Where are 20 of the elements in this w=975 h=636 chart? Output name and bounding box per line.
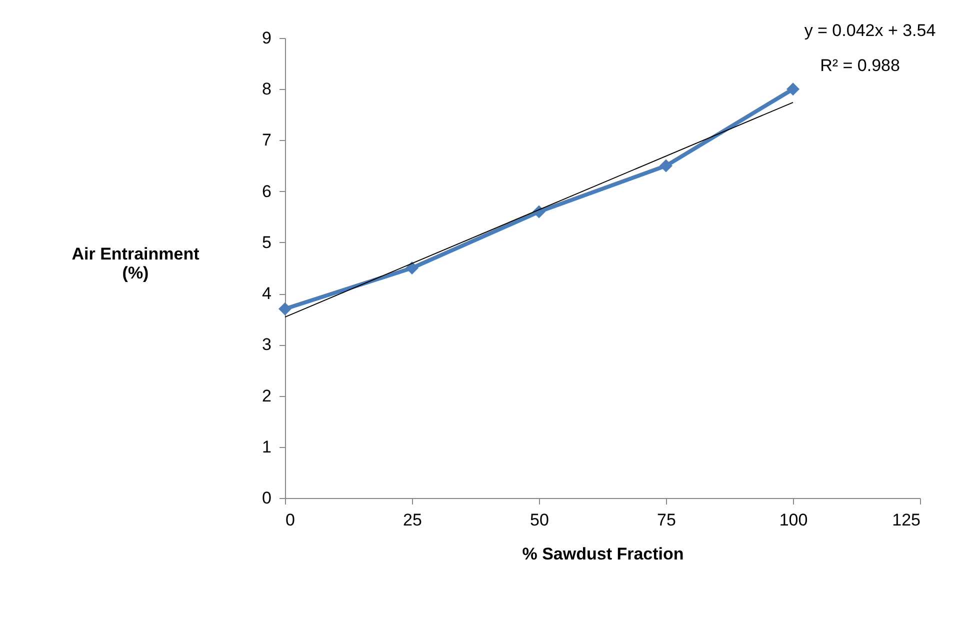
y-tick-label: 4 (262, 284, 272, 304)
y-tick-label: 3 (262, 335, 272, 354)
annotation: R² = 0.988 (820, 56, 900, 75)
x-tick-label: 125 (892, 510, 920, 530)
x-tick-label: 0 (286, 510, 295, 530)
x-tick-label: 100 (779, 510, 808, 530)
y-tick-label: 6 (262, 182, 272, 201)
x-tick-label: 50 (530, 510, 549, 530)
y-tick-label: 9 (262, 28, 272, 48)
y-axis-title: Air Entrainment (%) (72, 244, 200, 282)
y-tick-label: 0 (262, 488, 272, 508)
annotation: y = 0.042x + 3.54 (804, 21, 936, 40)
x-axis-title: % Sawdust Fraction (522, 544, 684, 564)
y-tick-label: 1 (262, 437, 272, 456)
y-tick-label: 5 (262, 232, 272, 252)
y-tick-label: 2 (262, 386, 272, 406)
y-tick-label: 8 (262, 80, 272, 99)
y-tick-label: 7 (262, 130, 272, 150)
x-tick-label: 75 (657, 510, 676, 530)
x-tick-label: 25 (403, 510, 422, 530)
